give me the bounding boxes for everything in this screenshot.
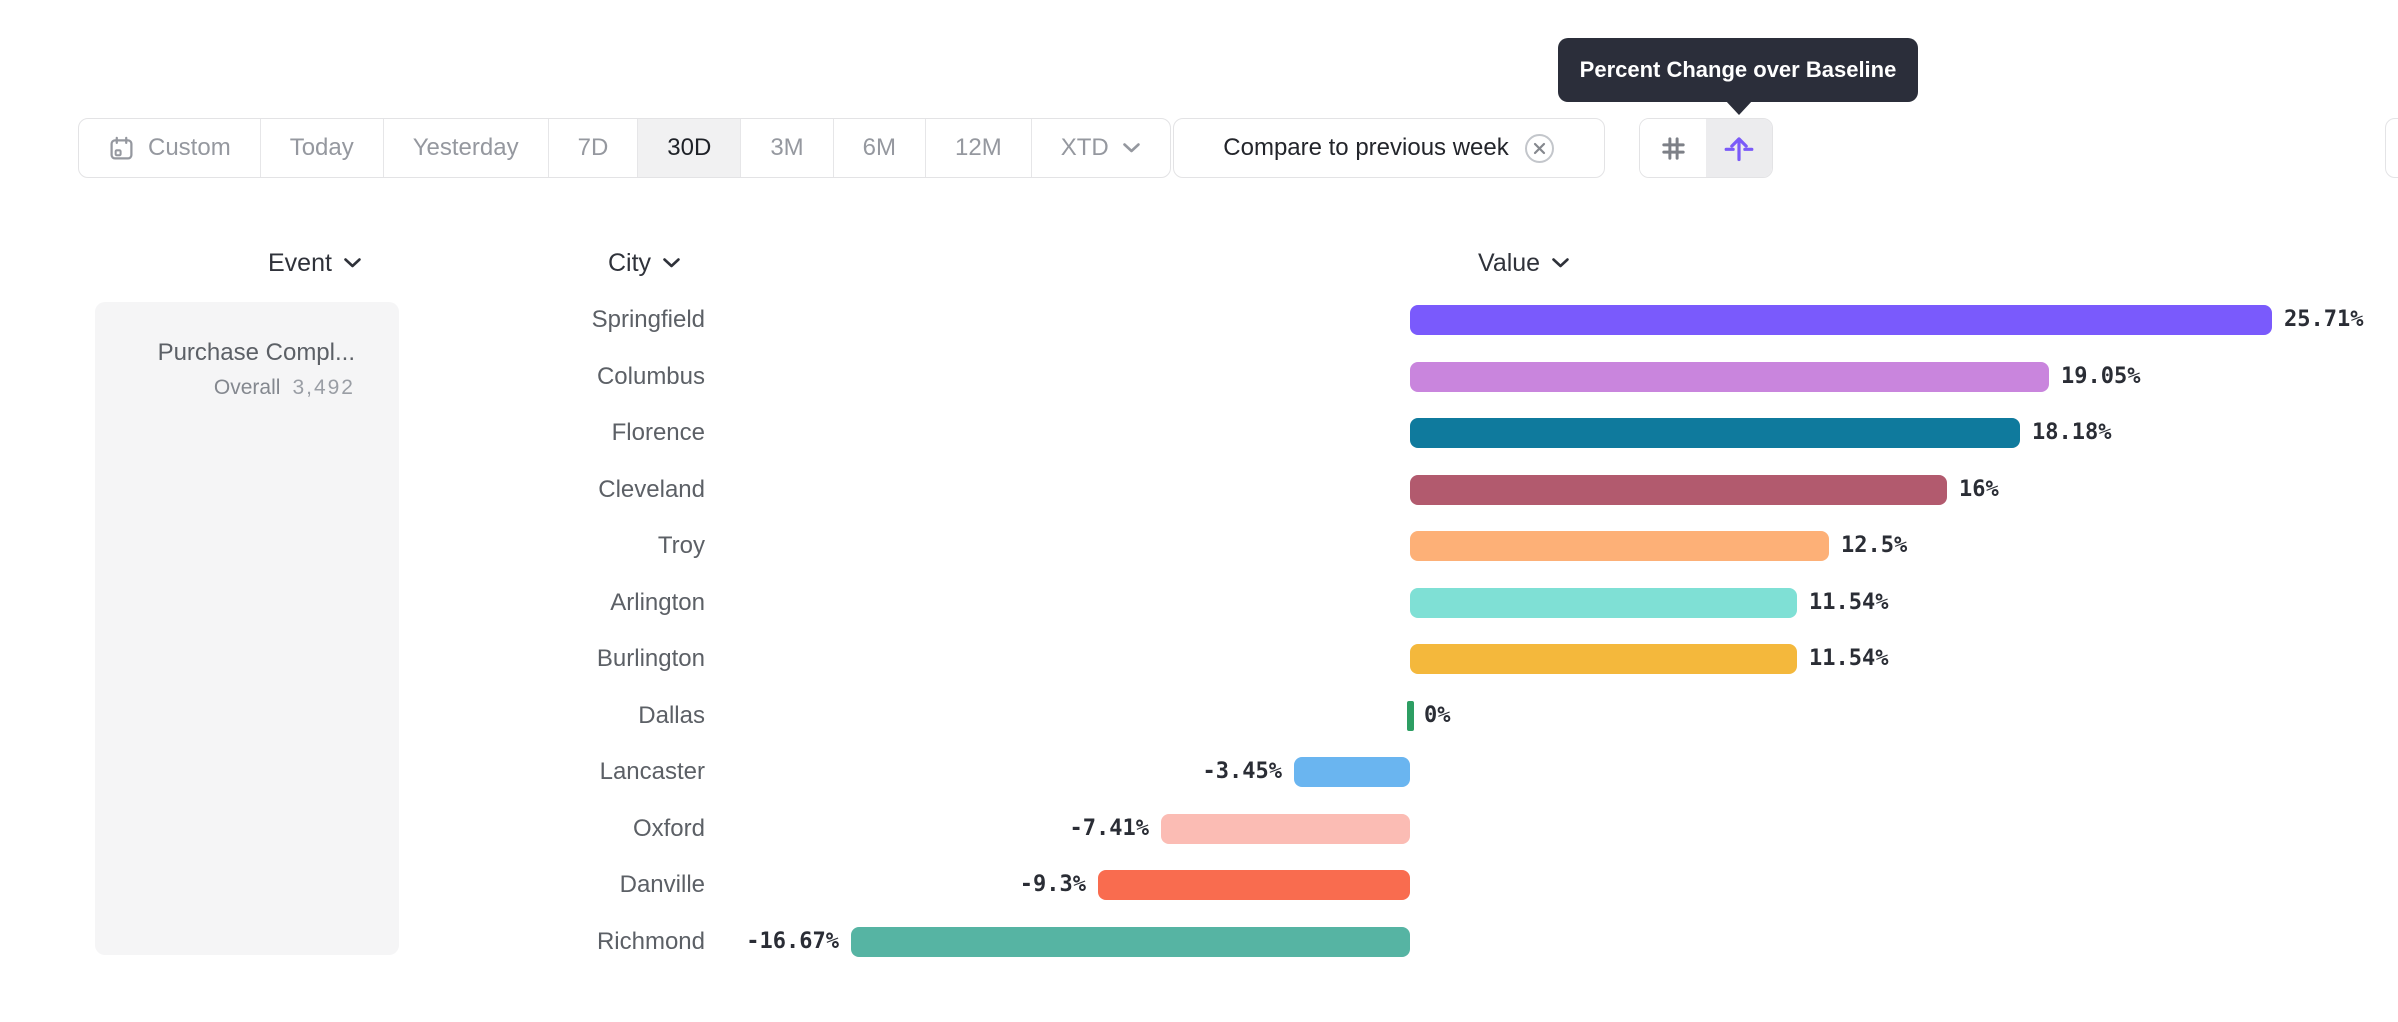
- city-label-columbus: Columbus: [596, 363, 705, 390]
- column-header-value[interactable]: Value: [1478, 248, 1570, 278]
- range-label: Today: [289, 134, 354, 161]
- range-label: 12M: [955, 134, 1002, 161]
- range-30d[interactable]: 30D: [638, 119, 742, 177]
- tooltip: Percent Change over Baseline: [1558, 38, 1918, 115]
- chevron-down-icon: [343, 257, 362, 269]
- compare-button[interactable]: Compare to previous week: [1173, 118, 1605, 178]
- range-6m[interactable]: 6M: [834, 119, 926, 177]
- city-label-florence: Florence: [611, 419, 705, 446]
- range-today[interactable]: Today: [261, 119, 384, 177]
- bar-cleveland[interactable]: [1410, 475, 1947, 505]
- value-label-arlington: 11.54%: [1809, 590, 1889, 615]
- value-label-lancaster: -3.45%: [1202, 759, 1282, 784]
- city-label-cleveland: Cleveland: [598, 476, 705, 503]
- tooltip-arrow-icon: [1725, 100, 1753, 115]
- city-label-springfield: Springfield: [591, 306, 705, 333]
- range-label: 3M: [770, 134, 804, 161]
- range-label: Custom: [148, 134, 231, 161]
- baseline-lift-toggle-button[interactable]: [1706, 119, 1772, 177]
- bar-oxford[interactable]: [1161, 814, 1410, 844]
- range-label: XTD: [1060, 134, 1109, 161]
- event-overall: Overall 3,492: [95, 376, 355, 400]
- bar-troy[interactable]: [1410, 531, 1829, 561]
- event-title: Purchase Compl...: [157, 339, 355, 366]
- value-label-dallas: 0%: [1424, 703, 1451, 728]
- value-label-springfield: 25.71%: [2284, 307, 2364, 332]
- city-label-lancaster: Lancaster: [599, 758, 705, 785]
- hash-icon: [1658, 133, 1689, 164]
- bar-springfield[interactable]: [1410, 305, 2272, 335]
- range-label: Yesterday: [412, 134, 519, 161]
- bar-dallas[interactable]: [1407, 701, 1414, 731]
- city-label-richmond: Richmond: [596, 928, 705, 955]
- dismiss-circle-icon[interactable]: [1524, 133, 1555, 164]
- value-label-danville: -9.3%: [1019, 872, 1086, 897]
- value-label-columbus: 19.05%: [2061, 364, 2141, 389]
- tooltip-text: Percent Change over Baseline: [1579, 57, 1897, 82]
- city-label-burlington: Burlington: [596, 645, 705, 672]
- range-yesterday[interactable]: Yesterday: [384, 119, 549, 177]
- range-label: 7D: [577, 134, 609, 161]
- overall-label: Overall: [213, 376, 281, 399]
- range-label: 30D: [667, 134, 712, 161]
- event-card[interactable]: Purchase Compl... Overall 3,492: [95, 302, 399, 955]
- bar-columbus[interactable]: [1410, 362, 2049, 392]
- value-label-richmond: -16.67%: [746, 929, 839, 954]
- chevron-down-icon: [1551, 257, 1570, 269]
- partial-button[interactable]: [2385, 118, 2398, 178]
- range-7d[interactable]: 7D: [549, 119, 639, 177]
- value-label-florence: 18.18%: [2032, 420, 2112, 445]
- value-label-cleveland: 16%: [1959, 477, 1999, 502]
- date-range-toolbar: Custom Today Yesterday 7D 30D 3M 6M 12M XTD: [78, 118, 1171, 178]
- column-header-event[interactable]: Event: [268, 248, 362, 278]
- calendar-icon: [108, 135, 135, 162]
- column-header-city[interactable]: City: [608, 248, 681, 278]
- hash-toggle-button[interactable]: [1640, 119, 1706, 177]
- range-custom[interactable]: Custom: [79, 119, 261, 177]
- chevron-down-icon: [662, 257, 681, 269]
- city-label-danville: Danville: [619, 871, 705, 898]
- bar-danville[interactable]: [1098, 870, 1410, 900]
- range-3m[interactable]: 3M: [741, 119, 834, 177]
- baseline-lift-icon: [1723, 132, 1755, 164]
- city-column-label: City: [608, 248, 652, 277]
- city-label-arlington: Arlington: [610, 589, 705, 616]
- bar-arlington[interactable]: [1410, 588, 1797, 618]
- view-toggle-group: [1639, 118, 1773, 178]
- city-label-troy: Troy: [657, 532, 705, 559]
- range-12m[interactable]: 12M: [926, 119, 1032, 177]
- compare-button-label: Compare to previous week: [1223, 134, 1509, 161]
- value-column-label: Value: [1478, 248, 1541, 277]
- city-label-oxford: Oxford: [632, 815, 705, 842]
- value-label-burlington: 11.54%: [1809, 646, 1889, 671]
- value-label-oxford: -7.41%: [1069, 816, 1149, 841]
- bar-florence[interactable]: [1410, 418, 2020, 448]
- value-label-troy: 12.5%: [1841, 533, 1908, 558]
- bar-richmond[interactable]: [851, 927, 1410, 957]
- event-column-label: Event: [268, 248, 332, 277]
- bar-lancaster[interactable]: [1294, 757, 1410, 787]
- chevron-down-icon: [1122, 142, 1141, 154]
- city-label-dallas: Dallas: [638, 702, 705, 729]
- range-xtd[interactable]: XTD: [1032, 119, 1170, 177]
- range-label: 6M: [862, 134, 896, 161]
- overall-value: 3,492: [292, 376, 355, 399]
- bar-burlington[interactable]: [1410, 644, 1797, 674]
